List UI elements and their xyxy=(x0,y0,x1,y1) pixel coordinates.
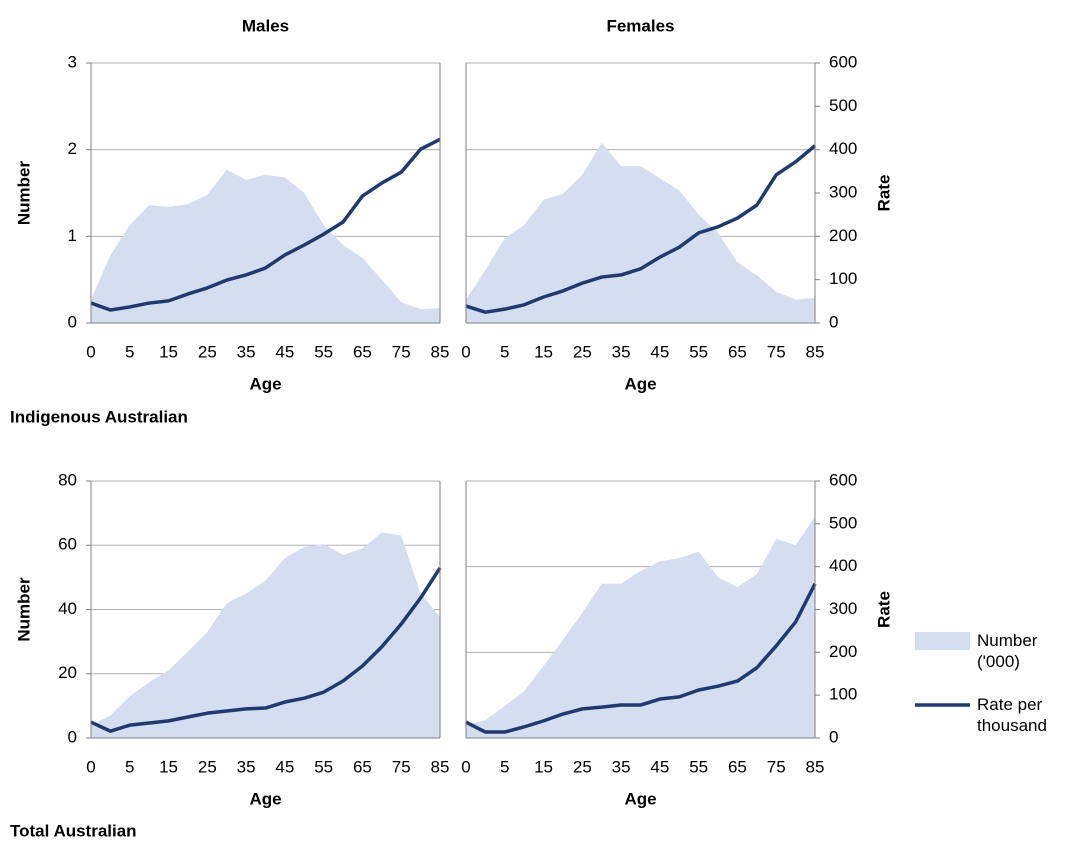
y2-tick-label: 100 xyxy=(829,685,857,704)
y2-tick-label: 0 xyxy=(829,727,838,746)
y-tick-label: 60 xyxy=(58,535,77,554)
x-tick-label: 0 xyxy=(86,757,95,776)
x-tick-label: 0 xyxy=(461,342,470,361)
y2-tick-label: 500 xyxy=(829,513,857,532)
y-axis-label: Number xyxy=(14,577,33,642)
y-tick-label: 0 xyxy=(68,312,77,331)
y-tick-label: 20 xyxy=(58,663,77,682)
legend-label: Number ('000) xyxy=(977,631,1038,671)
line xyxy=(90,567,442,733)
y-tick-label: 80 xyxy=(58,470,77,489)
area xyxy=(466,142,815,323)
y-axis-label: Rate xyxy=(874,175,893,212)
y-tick-label: 40 xyxy=(58,599,77,618)
y2-tick-label: 0 xyxy=(829,312,838,331)
x-tick-label: 5 xyxy=(125,757,134,776)
x-tick-label: 45 xyxy=(650,757,669,776)
section-label: Indigenous Australian xyxy=(10,407,188,426)
x-tick-label: 45 xyxy=(275,757,294,776)
x-tick-label: 15 xyxy=(534,757,553,776)
x-tick-label: 45 xyxy=(650,342,669,361)
x-tick-label: 35 xyxy=(612,757,631,776)
x-tick-label: 55 xyxy=(314,342,333,361)
x-tick-label: 75 xyxy=(392,342,411,361)
x-tick-label: 0 xyxy=(461,757,470,776)
y-axis-label: Number xyxy=(14,161,33,226)
legend-label: Rate per thousand xyxy=(977,695,1047,735)
x-tick-label: 35 xyxy=(237,342,256,361)
y2-tick-label: 200 xyxy=(829,226,857,245)
area xyxy=(91,532,440,738)
y2-tick-label: 300 xyxy=(829,599,857,618)
x-tick-label: 45 xyxy=(275,342,294,361)
x-tick-label: 55 xyxy=(314,757,333,776)
y-tick-label: 1 xyxy=(68,226,77,245)
x-tick-label: 75 xyxy=(767,342,786,361)
section-label: Total Australian xyxy=(10,821,137,840)
y2-tick-label: 300 xyxy=(829,182,857,201)
x-tick-label: 65 xyxy=(728,342,747,361)
line xyxy=(90,137,441,312)
y2-tick-label: 400 xyxy=(829,556,857,575)
x-tick-label: 75 xyxy=(392,757,411,776)
x-tick-label: 35 xyxy=(612,342,631,361)
x-tick-label: 25 xyxy=(573,757,592,776)
x-axis-label: Age xyxy=(249,374,281,393)
x-tick-label: 65 xyxy=(728,757,747,776)
x-tick-label: 25 xyxy=(573,342,592,361)
x-axis-label: Age xyxy=(249,789,281,808)
y2-tick-label: 600 xyxy=(829,52,857,71)
x-tick-label: 55 xyxy=(689,342,708,361)
y-tick-label: 0 xyxy=(68,727,77,746)
x-tick-label: 55 xyxy=(689,757,708,776)
x-tick-label: 35 xyxy=(237,757,256,776)
x-tick-label: 15 xyxy=(534,342,553,361)
line xyxy=(465,144,817,314)
x-tick-label: 85 xyxy=(431,342,450,361)
x-axis-label: Age xyxy=(624,374,656,393)
x-tick-label: 85 xyxy=(806,342,825,361)
x-tick-label: 15 xyxy=(159,757,178,776)
y2-tick-label: 100 xyxy=(829,269,857,288)
legend-swatch xyxy=(915,632,970,650)
x-tick-label: 15 xyxy=(159,342,178,361)
x-tick-label: 85 xyxy=(806,757,825,776)
y-tick-label: 3 xyxy=(68,52,77,71)
x-tick-label: 85 xyxy=(431,757,450,776)
x-tick-label: 0 xyxy=(86,342,95,361)
area xyxy=(91,169,440,323)
y-tick-label: 2 xyxy=(68,139,77,158)
x-tick-label: 25 xyxy=(198,757,217,776)
x-tick-label: 65 xyxy=(353,757,372,776)
y2-tick-label: 200 xyxy=(829,642,857,661)
chart-title: Females xyxy=(606,16,674,35)
y-axis-label: Rate xyxy=(874,591,893,628)
y2-tick-label: 400 xyxy=(829,139,857,158)
line xyxy=(465,583,817,734)
y2-tick-label: 500 xyxy=(829,96,857,115)
chart-title: Males xyxy=(242,16,289,35)
x-tick-label: 75 xyxy=(767,757,786,776)
x-tick-label: 65 xyxy=(353,342,372,361)
x-tick-label: 25 xyxy=(198,342,217,361)
y2-tick-label: 600 xyxy=(829,470,857,489)
x-tick-label: 5 xyxy=(500,342,509,361)
x-tick-label: 5 xyxy=(125,342,134,361)
x-tick-label: 5 xyxy=(500,757,509,776)
x-axis-label: Age xyxy=(624,789,656,808)
